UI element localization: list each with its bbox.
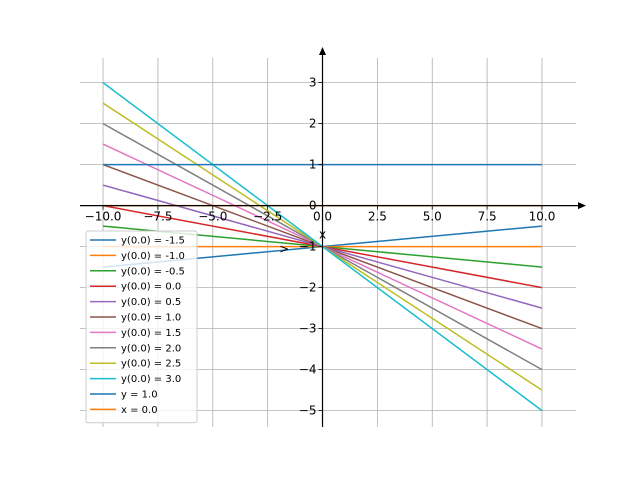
x-tick-label-2: −5.0 — [198, 210, 227, 224]
x-tick-label-1: −7.5 — [143, 210, 172, 224]
x-tick-label-4: 0.0 — [313, 210, 332, 224]
legend-label-9: y(0.0) = 3.0 — [121, 374, 181, 385]
x-tick-label-3: −2.5 — [253, 210, 282, 224]
x-axis-label: x — [319, 228, 326, 242]
x-tick-label-0: −10.0 — [85, 210, 122, 224]
legend-label-0: y(0.0) = -1.5 — [121, 236, 185, 247]
legend-label-5: y(0.0) = 1.0 — [121, 313, 181, 324]
legend-label-4: y(0.0) = 0.5 — [121, 297, 181, 308]
y-axis-arrowhead — [319, 47, 327, 55]
y-tick-label-1: −4 — [299, 363, 317, 377]
axes — [80, 47, 586, 427]
y-tick-label-8: 3 — [309, 76, 317, 90]
x-tick-label-5: 2.5 — [368, 210, 387, 224]
legend-label-8: y(0.0) = 2.5 — [121, 359, 181, 370]
legend-label-2: y(0.0) = -0.5 — [121, 266, 185, 277]
legend: y(0.0) = -1.5 y(0.0) = -1.0 y(0.0) = -0.5 y… — [85, 230, 198, 424]
legend-label-11: x = 0.0 — [121, 405, 158, 416]
legend-label-6: y(0.0) = 1.5 — [121, 328, 181, 339]
y-tick-label-2: −3 — [299, 322, 317, 336]
y-tick-label-6: 1 — [309, 158, 317, 172]
y-tick-label-5: 0 — [309, 199, 317, 213]
x-tick-label-6: 5.0 — [423, 210, 442, 224]
x-axis-arrowhead — [578, 202, 586, 210]
legend-label-7: y(0.0) = 2.0 — [121, 343, 181, 354]
y-tick-label-7: 2 — [309, 117, 317, 131]
y-tick-label-0: −5 — [299, 404, 317, 418]
legend-box — [85, 230, 198, 424]
legend-label-3: y(0.0) = 0.0 — [121, 282, 181, 293]
x-tick-label-7: 7.5 — [478, 210, 497, 224]
y-tick-label-3: −2 — [299, 281, 317, 295]
legend-label-1: y(0.0) = -1.0 — [121, 251, 185, 262]
x-tick-label-8: 10.0 — [529, 210, 556, 224]
ticks: −10.0 −7.5 −5.0 −2.5 0.0 2.5 5.0 7.5 10.0 −5 −4 −3 −… — [85, 76, 556, 418]
arrow-label: > — [279, 242, 289, 256]
y-tick-label-4: −1 — [299, 240, 317, 254]
legend-label-10: y = 1.0 — [121, 390, 158, 401]
legend-items: y(0.0) = -1.5 y(0.0) = -1.0 y(0.0) = -0.5 y… — [90, 236, 185, 416]
